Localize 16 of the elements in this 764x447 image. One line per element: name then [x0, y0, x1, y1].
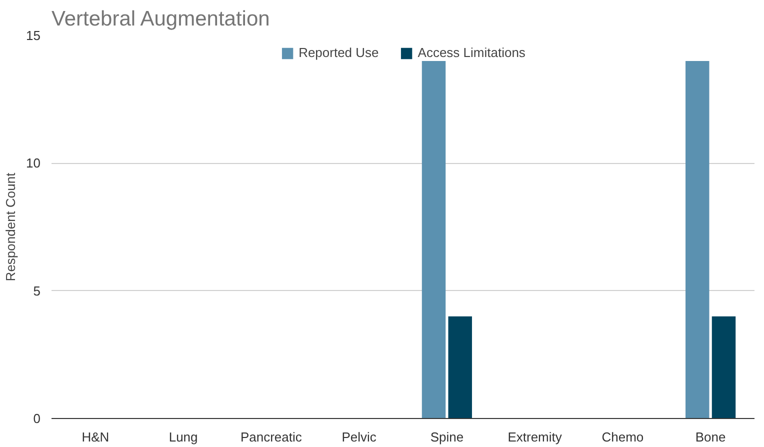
x-tick-label: Lung	[168, 430, 198, 444]
y-axis-title: Respondent Count	[3, 172, 18, 282]
legend-label: Reported Use	[298, 45, 379, 60]
y-tick-label: 0	[33, 411, 41, 426]
x-tick-label: Bone	[695, 430, 726, 444]
x-tick-label: Spine	[430, 430, 464, 444]
x-tick-label: H&N	[82, 430, 110, 444]
y-tick-label: 10	[26, 156, 41, 171]
x-tick-label: Chemo	[602, 430, 644, 444]
legend-label: Access Limitations	[418, 45, 526, 60]
x-tick-label: Extremity	[508, 430, 562, 444]
y-tick-label: 5	[33, 283, 41, 298]
chart-title: Vertebral Augmentation	[52, 8, 270, 30]
y-tick-label: 15	[26, 28, 41, 43]
x-tick-label: Pelvic	[342, 430, 377, 444]
x-tick-label: Pancreatic	[240, 430, 302, 444]
